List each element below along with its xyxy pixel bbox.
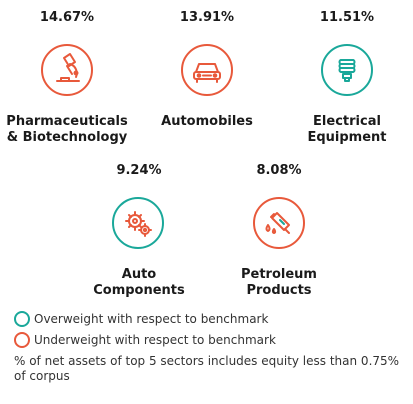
sector-percentage: 9.24% (116, 163, 162, 178)
sector-automobiles: 13.91% Automobiles (140, 10, 274, 150)
underweight-swatch-icon (14, 332, 30, 348)
sector-icon-ring (253, 197, 305, 249)
sector-name-line2: & Biotechnology (6, 130, 128, 145)
sector-percentage: 14.67% (39, 10, 95, 25)
sector-name-line1: Automobiles (161, 114, 253, 129)
legend-underweight: Underweight with respect to benchmark (14, 332, 276, 348)
sector-name-line2: Equipment (307, 130, 387, 145)
legend-overweight: Overweight with respect to benchmark (14, 311, 268, 327)
legend-label: Underweight with respect to benchmark (34, 333, 276, 347)
sector-name: Automobiles (140, 114, 274, 130)
sector-name-line2: Components (93, 283, 185, 298)
sector-icon-ring (181, 44, 233, 96)
sector-percentage: 11.51% (319, 10, 375, 25)
sector-name: Pharmaceuticals & Biotechnology (0, 114, 134, 146)
sector-auto-components: 9.24% Auto Components (72, 163, 206, 303)
legend-label: Overweight with respect to benchmark (34, 312, 269, 326)
sector-icon-ring (112, 197, 164, 249)
sector-name-line1: Pharmaceuticals (6, 114, 128, 129)
sector-percentage: 13.91% (179, 10, 235, 25)
sector-percentage: 8.08% (256, 163, 302, 178)
gear-icon (125, 211, 152, 237)
sector-name-line1: Auto (121, 267, 157, 282)
sector-name: Electrical Equipment (281, 114, 413, 146)
sector-name: Petroleum Products (212, 267, 346, 299)
fuel-nozzle-icon (265, 212, 290, 234)
bulb-icon (338, 59, 356, 82)
sector-icon-ring (321, 44, 373, 96)
sector-name-line2: Products (246, 283, 312, 298)
overweight-swatch-icon (14, 311, 30, 327)
sector-name-line1: Petroleum (241, 267, 317, 282)
sector-icon-ring (41, 44, 93, 96)
sector-name-line1: Electrical (313, 114, 381, 129)
sector-pharmaceuticals: 14.67% Pharmaceuticals & Biotechnology (0, 10, 134, 150)
sector-electrical-equipment: 11.51% Electrical Equipment (281, 10, 413, 150)
microscope-icon (56, 53, 80, 82)
sector-name: Auto Components (72, 267, 206, 299)
footnote: % of net assets of top 5 sectors include… (14, 354, 400, 383)
car-icon (193, 63, 221, 83)
sector-petroleum-products: 8.08% Petroleum Products (212, 163, 346, 303)
